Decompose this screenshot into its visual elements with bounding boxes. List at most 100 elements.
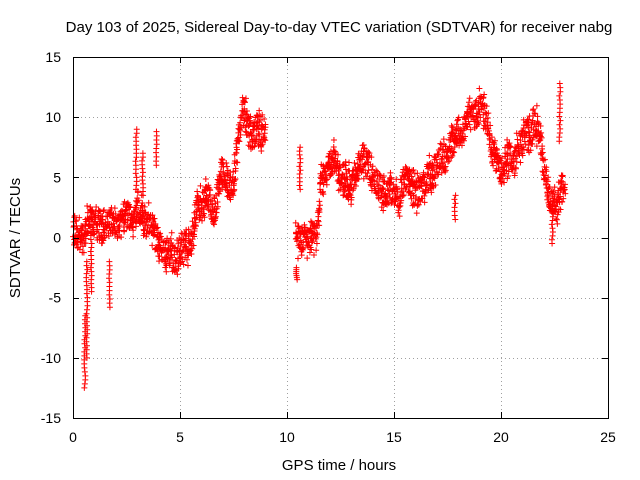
data-point	[296, 171, 303, 178]
data-point	[449, 152, 456, 159]
data-point	[480, 94, 487, 101]
data-point	[306, 249, 313, 256]
data-point	[295, 255, 302, 262]
data-point	[435, 151, 442, 158]
data-point	[315, 213, 322, 220]
data-point	[398, 197, 405, 204]
data-point	[369, 163, 376, 170]
data-point	[433, 156, 440, 163]
data-point	[440, 136, 447, 143]
data-point	[313, 221, 320, 228]
y-tick-label: -10	[41, 350, 61, 366]
data-point	[259, 111, 266, 118]
data-point	[459, 136, 466, 143]
data-point	[239, 94, 246, 101]
data-point	[557, 117, 564, 124]
data-point	[413, 210, 420, 217]
data-point	[247, 113, 254, 120]
data-point	[74, 225, 81, 232]
data-point	[297, 167, 304, 174]
data-point	[498, 155, 505, 162]
data-point	[234, 146, 241, 153]
data-point	[451, 143, 458, 150]
data-point	[556, 80, 563, 87]
data-point	[513, 153, 520, 160]
data-point	[403, 184, 410, 191]
data-point	[373, 177, 380, 184]
data-point	[314, 231, 321, 238]
data-point	[145, 199, 152, 206]
data-point	[83, 342, 90, 349]
data-point	[421, 199, 428, 206]
data-point	[223, 163, 230, 170]
data-point	[340, 191, 347, 198]
data-point	[556, 121, 563, 128]
data-point	[100, 208, 107, 215]
data-point	[244, 131, 251, 138]
data-point	[129, 224, 136, 231]
data-point	[242, 111, 249, 118]
data-point	[151, 215, 158, 222]
data-point	[346, 159, 353, 166]
data-point	[256, 107, 263, 114]
data-point	[428, 189, 435, 196]
data-point	[118, 234, 125, 241]
data-point	[402, 163, 409, 170]
data-point	[484, 119, 491, 126]
data-point	[157, 230, 164, 237]
data-point	[185, 233, 192, 240]
data-point	[373, 167, 380, 174]
data-point	[253, 119, 260, 126]
data-point	[71, 212, 78, 219]
data-point	[522, 141, 529, 148]
data-point	[232, 176, 239, 183]
data-point	[345, 196, 352, 203]
data-point	[557, 193, 564, 200]
data-point	[83, 334, 90, 341]
data-point	[323, 171, 330, 178]
data-point	[359, 167, 366, 174]
data-point	[167, 247, 174, 254]
data-point	[234, 159, 241, 166]
data-point	[105, 233, 112, 240]
data-point	[232, 165, 239, 172]
data-point	[116, 222, 123, 229]
data-point	[537, 133, 544, 140]
data-point	[452, 200, 459, 207]
data-point	[320, 191, 327, 198]
data-point	[458, 142, 465, 149]
data-point	[316, 198, 323, 205]
y-axis-label: SDTVAR / TECUs	[7, 178, 24, 298]
data-point	[559, 172, 566, 179]
data-point	[408, 173, 415, 180]
data-point	[261, 115, 268, 122]
data-point	[337, 186, 344, 193]
data-point	[121, 211, 128, 218]
data-point	[335, 187, 342, 194]
data-point	[84, 266, 91, 273]
data-point	[500, 164, 507, 171]
data-point	[242, 95, 249, 102]
data-point	[126, 204, 133, 211]
data-point	[466, 95, 473, 102]
data-point	[296, 148, 303, 155]
data-point	[331, 159, 338, 166]
data-point	[76, 214, 83, 221]
data-point	[126, 210, 133, 217]
data-point	[199, 217, 206, 224]
data-point	[460, 137, 467, 144]
data-point	[378, 204, 385, 211]
data-point	[218, 156, 225, 163]
y-tick-label: -15	[41, 410, 61, 426]
data-point	[185, 252, 192, 259]
data-point	[175, 265, 182, 272]
data-point	[121, 227, 128, 234]
data-point	[446, 147, 453, 154]
data-point	[89, 207, 96, 214]
data-point	[335, 167, 342, 174]
data-point	[534, 113, 541, 120]
data-point	[366, 150, 373, 157]
data-point	[100, 237, 107, 244]
data-point	[313, 247, 320, 254]
